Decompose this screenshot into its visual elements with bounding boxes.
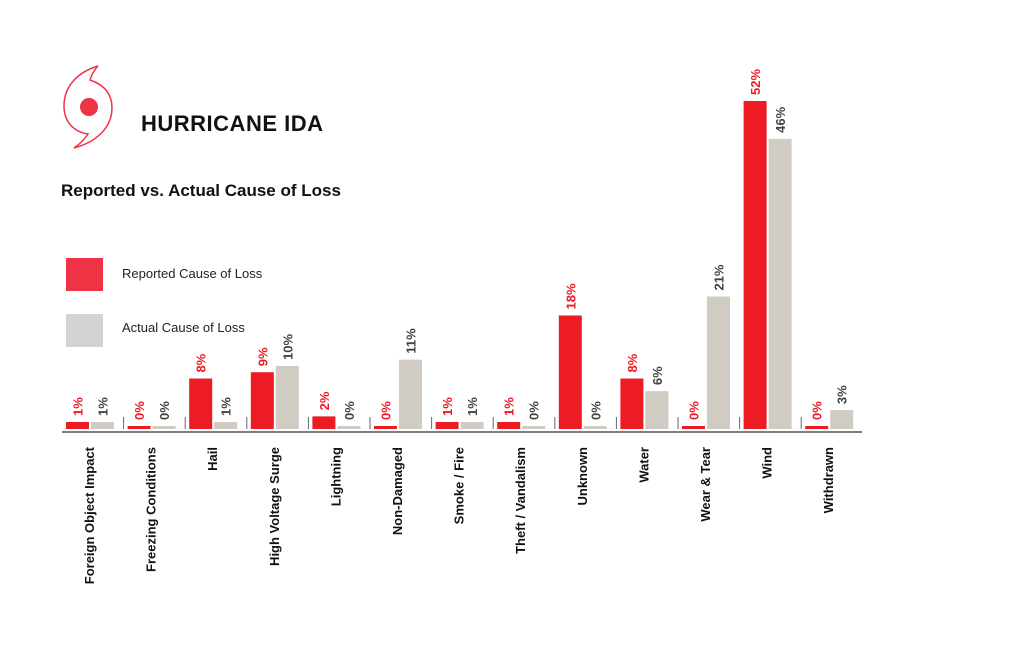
data-label: 1% [502,397,517,416]
data-label: 6% [650,366,665,385]
bar-actual [645,391,669,429]
data-label: 8% [194,353,209,372]
bar-actual [460,422,484,429]
legend-label-actual: Actual Cause of Loss [122,320,245,335]
data-label: 0% [157,401,172,420]
legend-swatch-reported [66,258,103,291]
bar-reported [189,378,213,429]
bar-actual [768,138,792,429]
bar-actual [830,410,854,429]
data-label: 0% [687,401,702,420]
category-label: Water [636,447,651,483]
bar-reported [374,426,397,429]
data-label: 1% [96,397,111,416]
data-label: 52% [748,69,763,95]
data-label: 0% [527,401,542,420]
category-label: Wear & Tear [698,447,713,522]
bar-reported [127,426,151,429]
category-label: Non-Damaged [390,447,405,535]
hurricane-icon [63,65,113,149]
data-label: 9% [255,347,270,366]
data-label: 21% [712,264,727,290]
bar-actual [91,422,114,429]
category-label: High Voltage Surge [267,447,282,566]
bar-actual [522,426,546,429]
page-title: HURRICANE IDA [141,111,324,136]
bar-actual [337,426,361,429]
data-label: 1% [440,397,455,416]
bar-reported [805,426,829,429]
chart-subtitle: Reported vs. Actual Cause of Loss [61,181,341,200]
data-label: 0% [810,401,825,420]
bar-reported [435,422,459,429]
bar-actual [152,426,176,429]
data-label: 1% [219,397,234,416]
data-label: 0% [132,401,147,420]
bar-reported [250,372,274,429]
category-label: Lightning [328,447,343,506]
data-label: 0% [588,401,603,420]
data-label: 0% [342,401,357,420]
bar-reported [497,422,521,429]
data-label: 1% [71,397,86,416]
category-label: Smoke / Fire [452,447,467,524]
bar-reported [66,422,89,429]
bar-actual [707,296,730,429]
data-label: 0% [379,401,394,420]
bar-reported [620,378,644,429]
hurricane-logo [58,64,118,155]
data-label: 46% [773,106,788,132]
bar-actual [275,365,299,429]
category-label: Foreign Object Impact [82,446,97,584]
bar-reported [312,416,336,429]
bar-reported [743,101,767,429]
data-label: 10% [280,333,295,359]
data-label: 1% [465,397,480,416]
bar-actual [399,359,422,429]
legend-label-reported: Reported Cause of Loss [122,266,263,281]
bar-reported [558,315,582,429]
bar-actual [214,422,238,429]
category-label: Wind [760,447,775,479]
data-label: 11% [404,328,419,354]
category-label: Freezing Conditions [144,447,159,572]
category-label: Theft / Vandalism [513,447,528,554]
data-label: 8% [625,353,640,372]
data-label: 2% [317,391,332,410]
bar-reported [682,426,705,429]
data-label: 18% [563,283,578,309]
category-label: Hail [205,447,220,471]
legend-swatch-actual [66,314,103,347]
bar-actual [583,426,607,429]
category-label: Unknown [575,447,590,506]
data-label: 3% [835,385,850,404]
category-label: Withdrawn [821,447,836,513]
